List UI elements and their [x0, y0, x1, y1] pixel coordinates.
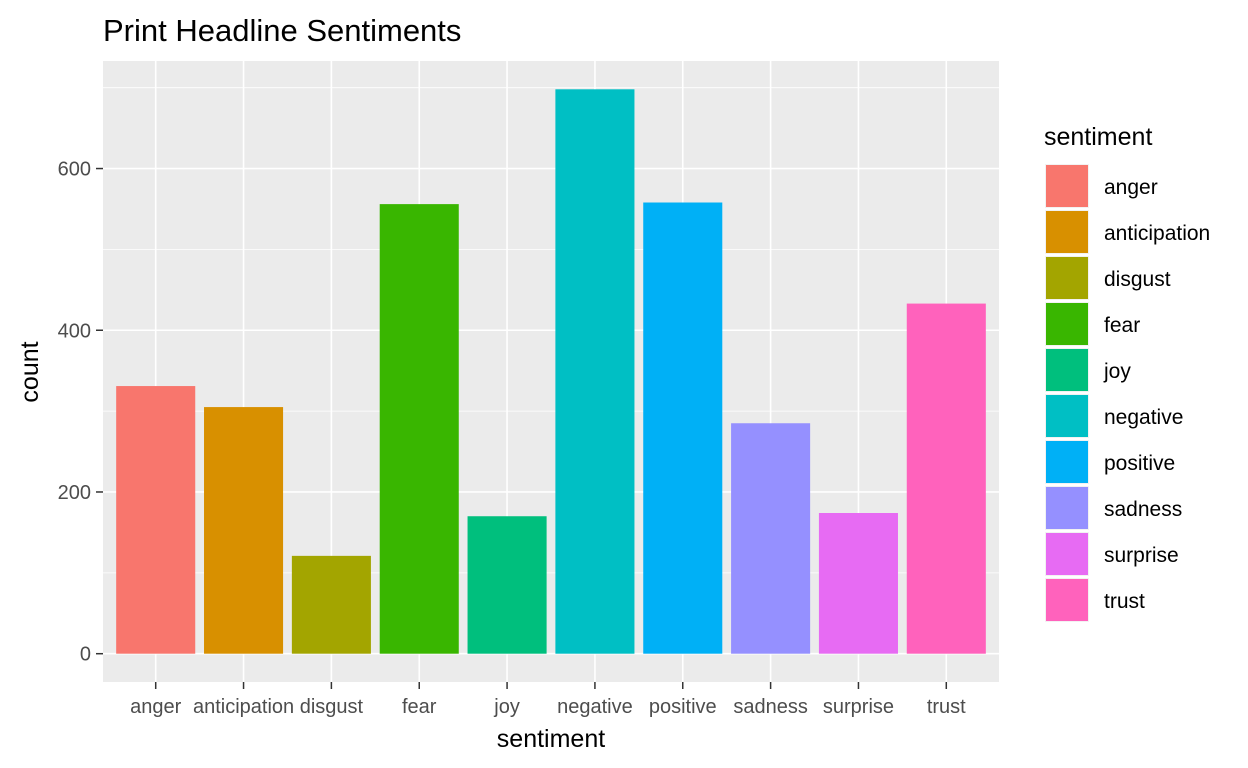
legend-swatch-positive [1046, 441, 1088, 483]
legend-swatch-surprise [1046, 533, 1088, 575]
legend-label-disgust: disgust [1104, 268, 1171, 291]
y-axis: 0 200 400 600 [58, 159, 103, 666]
legend-swatch-disgust [1046, 257, 1088, 299]
legend-label-negative: negative [1104, 406, 1183, 429]
legend-swatch-joy [1046, 349, 1088, 391]
bar-positive [643, 202, 723, 654]
legend-label-fear: fear [1104, 314, 1140, 337]
bar-negative [555, 89, 635, 654]
x-tick-label-anger: anger [130, 696, 181, 718]
legend-swatch-trust [1046, 579, 1088, 621]
y-tick-label: 600 [58, 159, 91, 181]
x-axis: anger anticipation disgust fear joy negative p… [130, 682, 966, 718]
x-tick-label-negative: negative [557, 696, 633, 718]
legend-swatch-anticipation [1046, 211, 1088, 253]
legend-label-sadness: sadness [1104, 498, 1182, 521]
bar-sadness [731, 423, 811, 654]
legend-label-anticipation: anticipation [1104, 222, 1210, 245]
bar-surprise [818, 513, 898, 654]
x-axis-title: sentiment [497, 725, 605, 753]
legend-label-anger: anger [1104, 176, 1158, 199]
x-tick-label-anticipation: anticipation [193, 696, 294, 718]
x-tick-label-positive: positive [649, 696, 717, 718]
legend-swatch-fear [1046, 303, 1088, 345]
bar-trust [906, 303, 986, 654]
legend-swatch-sadness [1046, 487, 1088, 529]
x-tick-label-fear: fear [402, 696, 437, 718]
legend: sentiment anger anticipation disgust fear jo… [1044, 123, 1210, 622]
legend-label-joy: joy [1103, 360, 1131, 383]
chart-title: Print Headline Sentiments [103, 13, 461, 48]
legend-swatch-negative [1046, 395, 1088, 437]
y-tick-label: 400 [58, 320, 91, 342]
y-tick-label: 200 [58, 482, 91, 504]
legend-label-positive: positive [1104, 452, 1175, 475]
y-axis-title: count [16, 341, 44, 402]
bar-joy [467, 516, 547, 654]
bar-anger [116, 386, 196, 654]
x-tick-label-disgust: disgust [300, 696, 364, 718]
x-tick-label-sadness: sadness [733, 696, 808, 718]
bar-disgust [291, 555, 371, 654]
x-tick-label-joy: joy [493, 696, 520, 718]
bar-anticipation [204, 407, 284, 654]
legend-label-trust: trust [1104, 590, 1145, 613]
legend-label-surprise: surprise [1104, 544, 1179, 567]
x-tick-label-surprise: surprise [823, 696, 894, 718]
bar-fear [379, 204, 459, 654]
y-tick-label: 0 [80, 644, 91, 666]
legend-swatch-anger [1046, 165, 1088, 207]
x-tick-label-trust: trust [927, 696, 966, 718]
legend-title: sentiment [1044, 123, 1152, 151]
bars [116, 89, 986, 654]
